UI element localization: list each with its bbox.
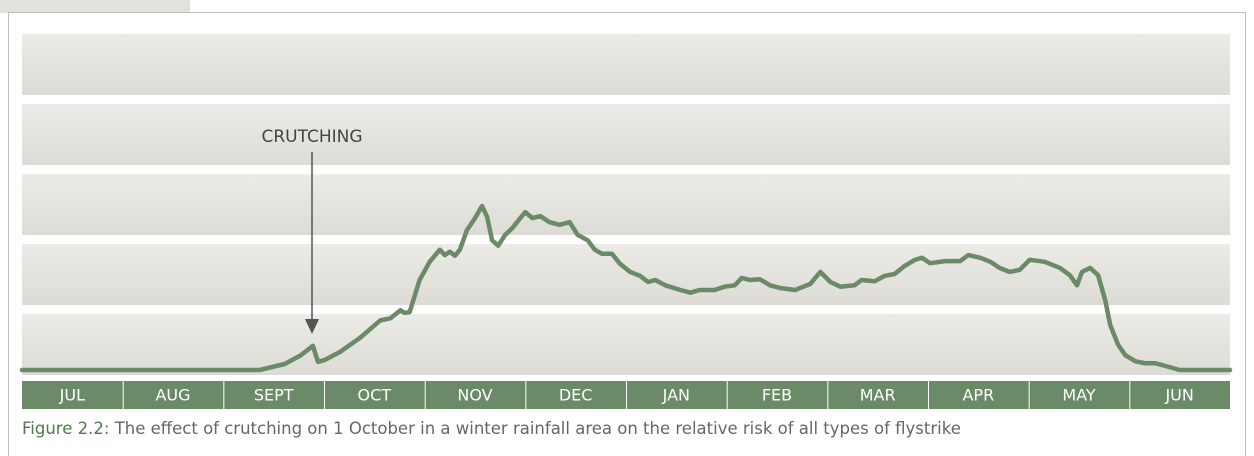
month-cell [22,381,123,409]
x-tick-label: DEC [559,386,593,405]
band [22,104,1230,165]
month-cell [123,381,224,409]
month-cell [526,381,626,409]
month-cell [1130,381,1230,409]
month-cell [1029,381,1130,409]
x-tick-label: JUL [59,386,85,405]
band [22,244,1230,305]
arrow-head [305,319,319,334]
frame [8,12,1246,456]
tab [0,0,190,13]
band [22,34,1230,95]
x-tick-label: MAY [1062,386,1096,405]
x-tick-label: AUG [155,386,190,405]
plot [19,203,1233,373]
x-tick-label: APR [962,386,994,405]
month-cell [828,381,928,409]
x-tick-label: FEB [762,386,792,405]
month-cell [627,381,727,409]
x-tick-label: NOV [457,386,492,405]
caption: Figure 2.2: The effect of crutching on 1… [22,419,961,438]
month-cell [727,381,828,409]
band [22,314,1230,375]
month-cell [325,381,425,409]
line [19,203,1233,373]
x-tick-label: JUN [1164,386,1193,405]
x-tick-label: JAN [662,386,690,405]
month-cell [929,381,1029,409]
annotation: CRUTCHING [261,127,362,147]
x-tick-label: OCT [358,386,392,405]
month-axis: JUL AUG SEPT OCT NOV DEC JAN FEB MAR APR MAY JUN [22,381,1230,409]
caption-text: The effect of crutching on 1 October in … [114,419,961,438]
month-cell [224,381,324,409]
x-tick-label: MAR [860,386,896,405]
x-tick-label: SEPT [254,386,294,405]
month-cell [425,381,526,409]
caption-label: Figure 2.2: [22,419,109,438]
bands [22,34,1230,375]
band [22,174,1230,235]
